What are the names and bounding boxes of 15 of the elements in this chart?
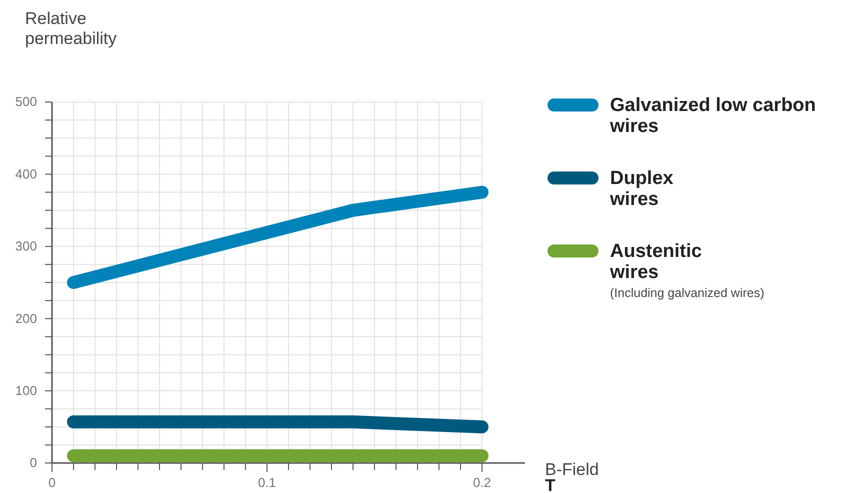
y-tick-label: 0	[30, 455, 37, 470]
legend-label: Duplex wires	[609, 168, 674, 210]
legend-label: Galvanized low carbon wires	[609, 95, 816, 137]
text: (Including galvanized wires)	[610, 286, 764, 300]
x-tick-label: 0.1	[258, 475, 276, 490]
x-tick-label: 0.2	[472, 475, 492, 490]
y-tick-label: 500	[15, 94, 37, 110]
y-tick-label: 300	[15, 238, 37, 254]
y-tick-label: 100	[15, 382, 37, 398]
x-axis-title: B-Field T	[545, 460, 599, 493]
y-axis-title: Relative permeability	[25, 9, 118, 48]
y-tick-label: 400	[15, 166, 37, 182]
y-tick-label: 200	[15, 310, 37, 326]
x-tick-label: 0	[48, 475, 56, 490]
legend-label: Austenitic wires	[609, 241, 702, 283]
